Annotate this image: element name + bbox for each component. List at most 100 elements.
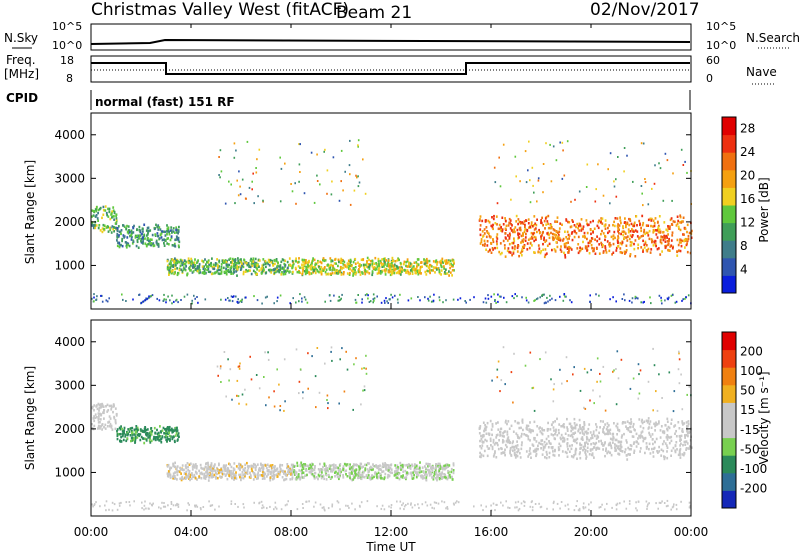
heatmap-cell	[566, 140, 569, 143]
heatmap-cell	[122, 224, 125, 227]
heatmap-cell	[254, 473, 257, 476]
heatmap-cell	[246, 472, 249, 475]
heatmap-cell	[115, 219, 118, 223]
heatmap-cell	[516, 506, 518, 509]
heatmap-cell	[559, 248, 562, 251]
heatmap-cell	[114, 427, 117, 431]
heatmap-cell	[116, 428, 119, 431]
heatmap-cell	[95, 224, 98, 227]
heatmap-cell	[609, 202, 611, 205]
heatmap-cell	[577, 243, 580, 246]
heatmap-cell	[620, 232, 622, 236]
heatmap-cell	[543, 238, 545, 242]
heatmap-cell	[666, 229, 669, 233]
heatmap-cell	[219, 149, 222, 152]
heatmap-cell	[639, 434, 642, 437]
heatmap-cell	[104, 205, 107, 208]
heatmap-cell	[299, 143, 301, 146]
heatmap-cell	[151, 233, 154, 237]
heatmap-cell	[296, 508, 299, 511]
heatmap-cell	[521, 441, 523, 444]
heatmap-cell	[405, 264, 407, 268]
heatmap-cell	[641, 435, 643, 438]
heatmap-cell	[159, 425, 161, 428]
heatmap-cell	[506, 239, 509, 242]
heatmap-cell	[514, 230, 516, 234]
heatmap-cell	[291, 473, 294, 476]
heatmap-cell	[588, 252, 591, 255]
heatmap-cell	[494, 181, 497, 184]
heatmap-cell	[491, 425, 494, 428]
heatmap-cell	[303, 270, 306, 273]
heatmap-cell	[252, 257, 255, 260]
heatmap-cell	[576, 222, 579, 226]
heatmap-cell	[355, 271, 358, 274]
heatmap-cell	[175, 427, 178, 430]
heatmap-cell	[537, 444, 539, 448]
heatmap-cell	[211, 472, 214, 475]
heatmap-cell	[606, 422, 609, 425]
heatmap-cell	[189, 462, 192, 465]
heatmap-cell	[340, 180, 342, 183]
heatmap-cell	[480, 453, 483, 456]
heatmap-cell	[332, 156, 335, 159]
heatmap-cell	[399, 466, 402, 469]
heatmap-cell	[116, 434, 119, 437]
heatmap-cell	[228, 180, 230, 183]
heatmap-cell	[278, 470, 281, 474]
heatmap-cell	[675, 435, 678, 438]
heatmap-cell	[146, 234, 148, 237]
heatmap-cell	[394, 294, 396, 297]
heatmap-cell	[679, 456, 682, 459]
heatmap-cell	[647, 247, 650, 251]
heatmap-cell	[607, 443, 610, 447]
heatmap-cell	[633, 441, 636, 444]
heatmap-cell	[379, 474, 382, 478]
heatmap-cell	[568, 221, 571, 224]
heatmap-cell	[542, 242, 544, 246]
heatmap-cell	[143, 504, 146, 507]
heatmap-cell	[329, 257, 332, 260]
heatmap-cell	[402, 463, 405, 467]
heatmap-cell	[301, 260, 304, 263]
heatmap-cell	[605, 432, 608, 436]
heatmap-cell	[142, 240, 144, 243]
heatmap-cell	[541, 432, 544, 436]
heatmap-cell	[434, 471, 436, 474]
heatmap-cell	[195, 472, 198, 475]
heatmap-cell	[157, 234, 160, 238]
heatmap-cell	[493, 453, 496, 456]
heatmap-cell	[675, 429, 677, 433]
heatmap-cell	[584, 443, 586, 446]
heatmap-cell	[408, 272, 411, 276]
heatmap-cell	[174, 428, 177, 432]
heatmap-cell	[595, 446, 598, 450]
heatmap-cell	[504, 430, 506, 433]
heatmap-cell	[274, 469, 277, 472]
heatmap-cell	[145, 507, 147, 510]
heatmap-cell	[485, 235, 488, 239]
heatmap-cell	[209, 270, 212, 274]
heatmap-cell	[638, 434, 640, 438]
heatmap-cell	[489, 437, 492, 440]
heatmap-cell	[93, 415, 95, 418]
heatmap-cell	[480, 238, 483, 241]
heatmap-cell	[111, 509, 114, 512]
heatmap-cell	[568, 245, 570, 249]
heatmap-cell	[115, 218, 118, 221]
heatmap-cell	[320, 476, 323, 480]
heatmap-cell	[159, 233, 162, 237]
heatmap-cell	[532, 386, 535, 389]
heatmap-cell	[248, 476, 251, 479]
heatmap-cell	[602, 428, 604, 431]
heatmap-cell	[573, 454, 575, 457]
heatmap-cell	[450, 262, 452, 266]
heatmap-cell	[529, 439, 531, 442]
heatmap-cell	[425, 476, 428, 479]
heatmap-cell	[117, 235, 120, 238]
heatmap-cell	[146, 428, 149, 431]
heatmap-cell	[262, 465, 264, 468]
heatmap-cell	[560, 433, 563, 437]
heatmap-cell	[224, 202, 227, 205]
heatmap-cell	[523, 230, 526, 234]
